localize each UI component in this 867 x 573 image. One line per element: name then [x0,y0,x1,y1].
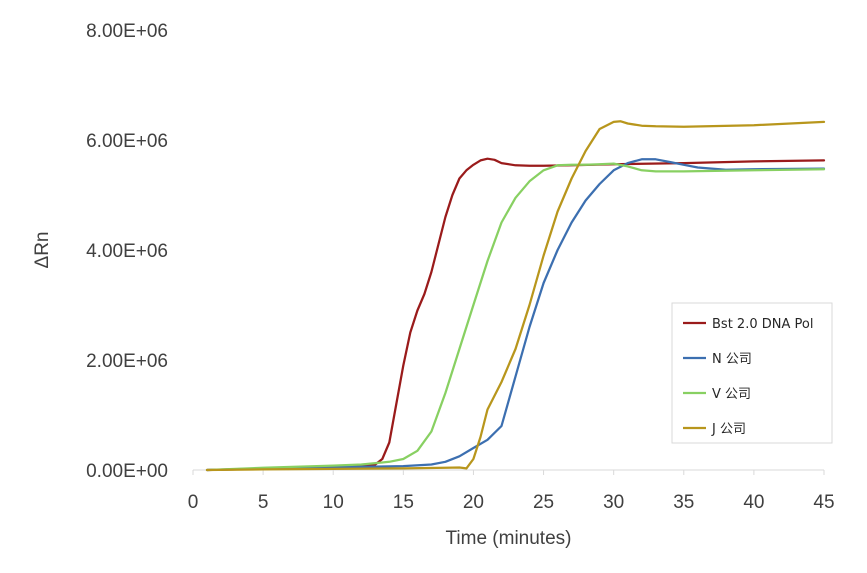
x-tick-label: 20 [463,492,484,513]
x-tick-label: 15 [393,492,414,513]
x-axis-tick-marks [192,470,825,475]
x-tick-label: 40 [743,492,764,513]
y-tick-label: 0.00E+00 [86,461,168,482]
series-line-3 [205,162,826,472]
legend-box [671,302,833,444]
x-tick-label: 30 [603,492,624,513]
series-lines [205,120,826,472]
y-tick-label: 6.00E+06 [86,131,168,152]
y-tick-label: 4.00E+06 [86,241,168,262]
x-axis-title: Time (minutes) [446,528,572,549]
series-line-2 [205,158,826,472]
x-tick-label: 45 [813,492,834,513]
series-line-4 [205,120,826,472]
x-tick-label: 25 [533,492,554,513]
x-tick-label: 35 [673,492,694,513]
legend-label: V 公司 [712,387,751,402]
y-tick-label: 8.00E+06 [86,21,168,42]
x-axis-tick-labels: 0 5 10 15 20 25 30 35 40 45 [188,492,835,513]
legend-label: Bst 2.0 DNA Pol [712,317,813,332]
x-tick-label: 10 [323,492,344,513]
legend: Bst 2.0 DNA Pol N 公司 V 公司 J 公司 [671,302,833,444]
legend-label: N 公司 [712,352,752,367]
y-tick-label: 2.00E+06 [86,351,168,372]
series-line-1 [205,157,826,472]
legend-label: J 公司 [711,422,746,437]
y-axis-tick-labels: 0.00E+00 2.00E+06 4.00E+06 6.00E+06 8.00E+06 [86,21,168,482]
x-tick-label: 5 [258,492,269,513]
x-tick-label: 0 [188,492,199,513]
y-axis-title: ΔRn [32,232,53,269]
